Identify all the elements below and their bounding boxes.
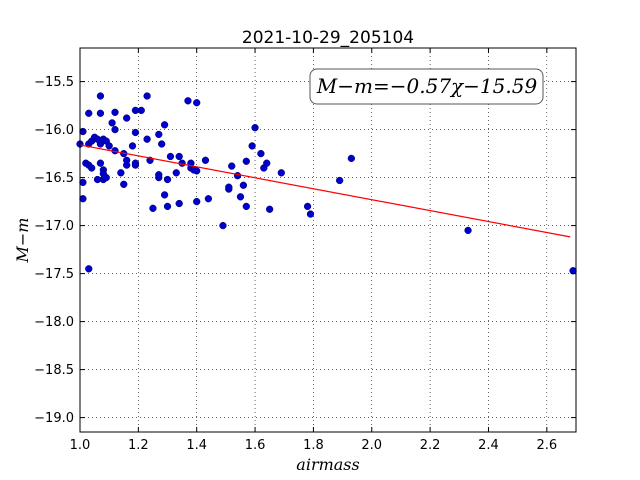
axis-ticks: 1.0 1.2 1.4 1.6 1.8 2.0 2.2 2.4 2.6 −15.5 −16.0 −16… <box>34 48 576 453</box>
y-tick-label: −16.0 <box>34 123 74 138</box>
data-point <box>336 176 344 185</box>
data-point <box>79 195 87 203</box>
x-tick-label: 2.6 <box>536 438 557 453</box>
data-point <box>242 202 250 211</box>
data-point <box>225 183 233 191</box>
data-point <box>163 175 172 184</box>
y-tick-label: −18.5 <box>34 363 74 378</box>
x-tick-label: 1.6 <box>245 438 266 453</box>
data-point <box>155 173 163 182</box>
plot-area <box>80 48 576 432</box>
y-tick-label: −19.0 <box>34 411 74 426</box>
x-axis-label: airmass <box>296 455 359 474</box>
data-point <box>204 195 213 203</box>
x-tick-label: 1.2 <box>128 438 149 453</box>
data-point <box>166 152 175 161</box>
data-point <box>160 121 169 129</box>
y-axis-label: M−m <box>13 218 32 264</box>
y-tick-label: −17.5 <box>34 267 74 282</box>
data-point <box>263 159 271 167</box>
y-tick-label: −15.5 <box>34 75 74 90</box>
data-point <box>236 193 245 201</box>
data-point <box>158 140 166 148</box>
data-point <box>193 167 201 175</box>
data-point <box>102 173 110 182</box>
data-point <box>120 180 128 188</box>
fit-annotation-box <box>309 68 544 105</box>
data-point <box>111 108 119 116</box>
data-point <box>88 164 96 172</box>
fit-line <box>79 144 571 238</box>
plot-frame <box>79 47 577 433</box>
data-point <box>123 156 131 164</box>
data-point <box>239 181 248 189</box>
data-point <box>251 124 259 132</box>
fit-annotation-text: M−m=−0.57χ−15.59 <box>316 74 538 98</box>
data-point <box>193 197 201 206</box>
y-tick-label: −18.0 <box>34 315 74 330</box>
data-point <box>131 128 140 137</box>
data-point <box>277 169 285 177</box>
data-point <box>79 178 87 187</box>
data-point <box>137 106 145 115</box>
data-point <box>96 92 105 100</box>
data-point <box>143 135 151 143</box>
x-tick-label: 1.8 <box>303 438 324 453</box>
data-point <box>123 114 131 122</box>
data-point <box>228 162 236 170</box>
data-point <box>108 119 116 127</box>
x-tick-label: 2.2 <box>420 438 441 453</box>
data-point <box>219 221 227 230</box>
data-point <box>155 130 163 139</box>
data-point <box>306 210 315 218</box>
x-tick-label: 1.4 <box>186 438 207 453</box>
x-tick-label: 1.0 <box>70 438 91 453</box>
x-tick-label: 2.4 <box>478 438 499 453</box>
data-point <box>175 152 183 161</box>
data-point <box>160 191 169 199</box>
data-point <box>149 204 157 212</box>
data-point <box>233 172 242 180</box>
data-point <box>175 199 183 208</box>
data-point <box>143 92 151 100</box>
data-point <box>163 202 172 211</box>
data-point <box>201 156 210 164</box>
data-point <box>85 265 93 273</box>
y-tick-label: −16.5 <box>34 171 74 186</box>
y-tick-label: −17.0 <box>34 219 74 234</box>
data-point <box>131 159 140 167</box>
data-point <box>184 97 192 105</box>
data-point <box>265 205 274 213</box>
data-point <box>193 99 201 107</box>
chart-title: 2021-10-29_205104 <box>242 28 414 48</box>
data-point <box>347 154 355 163</box>
data-point <box>96 109 105 117</box>
data-point <box>105 142 113 150</box>
data-points <box>76 92 577 275</box>
data-point <box>257 149 265 158</box>
fit-line-group <box>79 144 571 238</box>
x-tick-label: 2.0 <box>361 438 382 453</box>
data-point <box>248 142 256 150</box>
data-point <box>111 125 119 134</box>
data-point <box>117 169 125 177</box>
data-point <box>85 109 93 117</box>
data-point <box>96 159 105 167</box>
data-point <box>242 157 250 165</box>
data-point <box>128 142 137 150</box>
data-point <box>172 169 180 177</box>
data-point <box>303 202 312 211</box>
data-point <box>464 226 472 235</box>
